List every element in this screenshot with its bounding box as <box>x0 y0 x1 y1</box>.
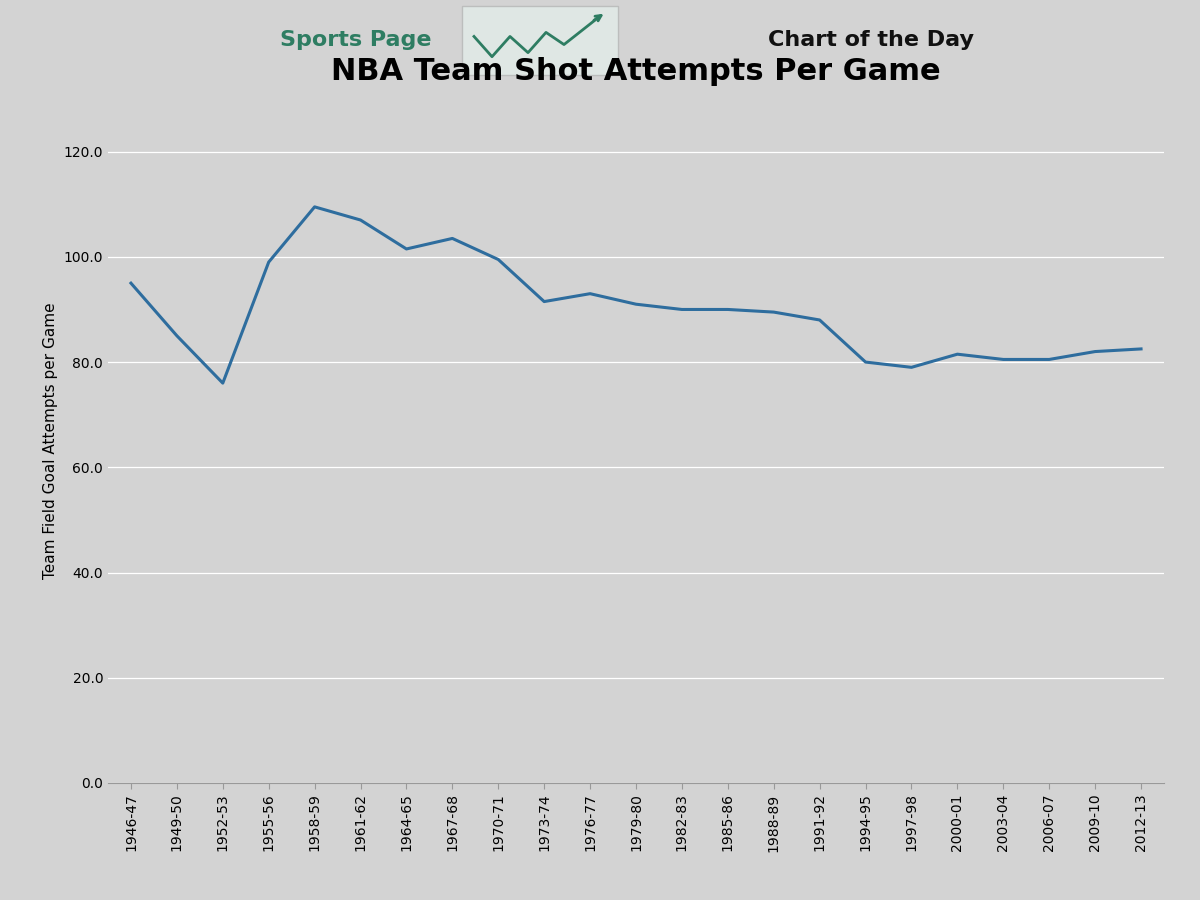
Text: Sports Page: Sports Page <box>281 31 432 50</box>
Text: Chart of the Day: Chart of the Day <box>768 31 974 50</box>
Title: NBA Team Shot Attempts Per Game: NBA Team Shot Attempts Per Game <box>331 57 941 86</box>
Y-axis label: Team Field Goal Attempts per Game: Team Field Goal Attempts per Game <box>43 302 58 580</box>
FancyBboxPatch shape <box>462 6 618 75</box>
